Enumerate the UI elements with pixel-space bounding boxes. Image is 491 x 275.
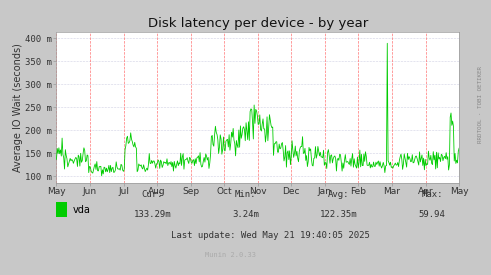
Text: 59.94: 59.94 [419, 210, 445, 219]
Text: Min:: Min: [235, 190, 256, 199]
Text: vda: vda [73, 205, 91, 215]
Text: Munin 2.0.33: Munin 2.0.33 [205, 252, 256, 258]
Text: 3.24m: 3.24m [232, 210, 259, 219]
Text: Cur:: Cur: [141, 190, 163, 199]
Y-axis label: Average IO Wait (seconds): Average IO Wait (seconds) [13, 43, 23, 172]
Text: 133.29m: 133.29m [134, 210, 171, 219]
Text: Avg:: Avg: [328, 190, 350, 199]
Text: RRDTOOL · TOBI OETIKER: RRDTOOL · TOBI OETIKER [478, 66, 483, 143]
Text: Last update: Wed May 21 19:40:05 2025: Last update: Wed May 21 19:40:05 2025 [170, 231, 370, 240]
Text: Max:: Max: [421, 190, 443, 199]
Text: 122.35m: 122.35m [320, 210, 357, 219]
Title: Disk latency per device - by year: Disk latency per device - by year [148, 17, 368, 31]
